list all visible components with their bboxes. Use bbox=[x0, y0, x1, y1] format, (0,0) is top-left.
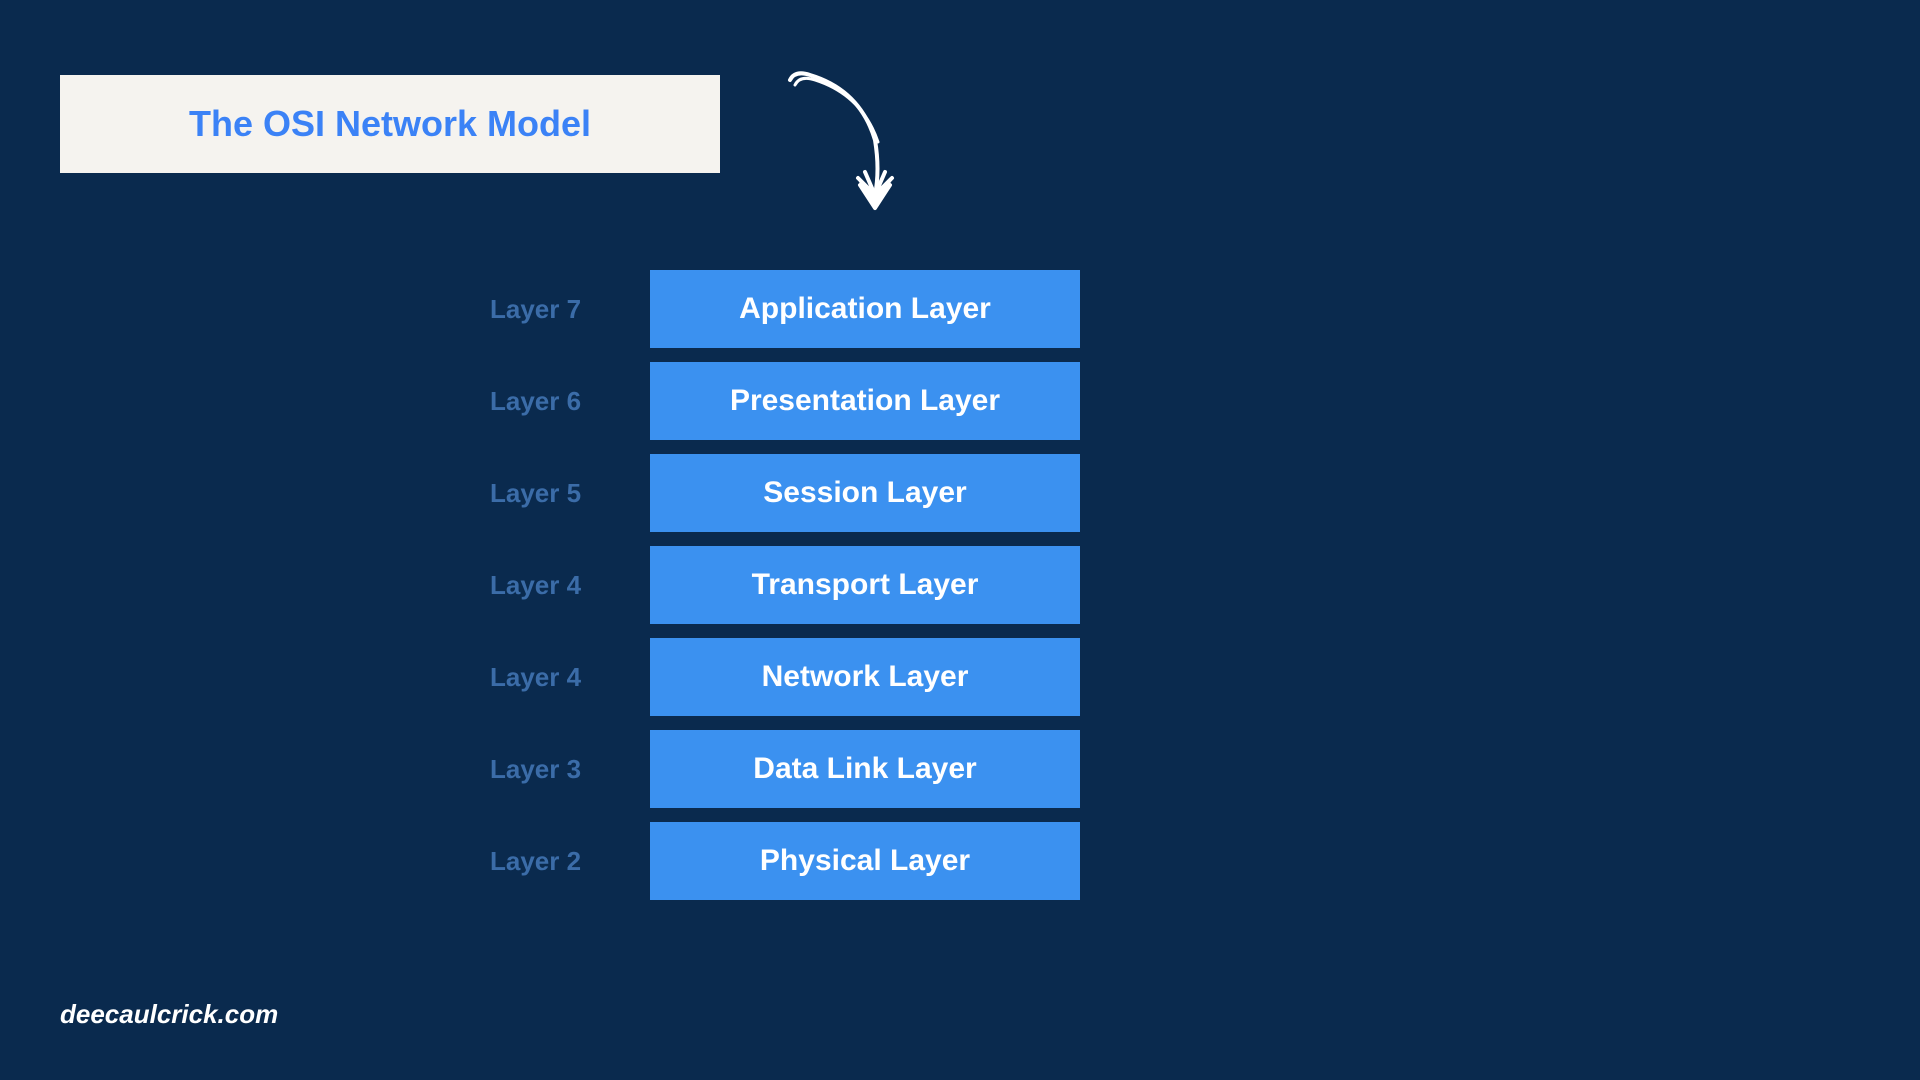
layer-row: Layer 4 Network Layer bbox=[490, 638, 1080, 716]
layer-label: Layer 4 bbox=[490, 570, 610, 601]
layer-box: Physical Layer bbox=[650, 822, 1080, 900]
layer-box: Application Layer bbox=[650, 270, 1080, 348]
footer-credit: deecaulcrick.com bbox=[60, 999, 278, 1030]
layer-label: Layer 3 bbox=[490, 754, 610, 785]
layer-name: Session Layer bbox=[763, 476, 966, 510]
layer-label: Layer 2 bbox=[490, 846, 610, 877]
layer-label: Layer 4 bbox=[490, 662, 610, 693]
layer-name: Transport Layer bbox=[752, 568, 979, 602]
layer-label: Layer 7 bbox=[490, 294, 610, 325]
arrow-icon bbox=[770, 60, 970, 240]
layer-row: Layer 4 Transport Layer bbox=[490, 546, 1080, 624]
layer-label: Layer 5 bbox=[490, 478, 610, 509]
layer-box: Session Layer bbox=[650, 454, 1080, 532]
layer-box: Data Link Layer bbox=[650, 730, 1080, 808]
layer-name: Physical Layer bbox=[760, 844, 970, 878]
layer-row: Layer 7 Application Layer bbox=[490, 270, 1080, 348]
layer-row: Layer 5 Session Layer bbox=[490, 454, 1080, 532]
layer-box: Transport Layer bbox=[650, 546, 1080, 624]
layer-row: Layer 6 Presentation Layer bbox=[490, 362, 1080, 440]
layer-name: Application Layer bbox=[739, 292, 991, 326]
title-box: The OSI Network Model bbox=[60, 75, 720, 173]
layer-row: Layer 2 Physical Layer bbox=[490, 822, 1080, 900]
layer-name: Network Layer bbox=[762, 660, 969, 694]
layer-row: Layer 3 Data Link Layer bbox=[490, 730, 1080, 808]
page-title: The OSI Network Model bbox=[189, 103, 591, 144]
layer-box: Presentation Layer bbox=[650, 362, 1080, 440]
layer-label: Layer 6 bbox=[490, 386, 610, 417]
layers-stack: Layer 7 Application Layer Layer 6 Presen… bbox=[490, 270, 1080, 900]
layer-name: Presentation Layer bbox=[730, 384, 1000, 418]
layer-name: Data Link Layer bbox=[753, 752, 976, 786]
layer-box: Network Layer bbox=[650, 638, 1080, 716]
